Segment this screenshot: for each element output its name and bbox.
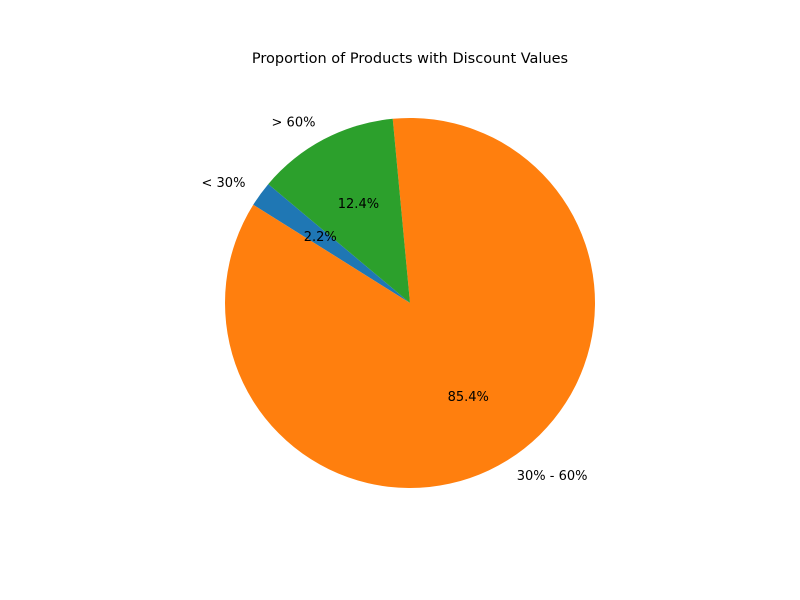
slice-percent-label: 12.4% (338, 197, 379, 212)
chart-title: Proportion of Products with Discount Val… (252, 51, 568, 67)
slice-percent-label: 2.2% (304, 230, 337, 245)
slice-category-label: 30% - 60% (517, 469, 588, 484)
slice-category-label: < 30% (202, 176, 246, 191)
pie-slices (225, 118, 595, 488)
slice-category-label: > 60% (272, 115, 316, 130)
slice-percent-label: 85.4% (448, 390, 489, 405)
